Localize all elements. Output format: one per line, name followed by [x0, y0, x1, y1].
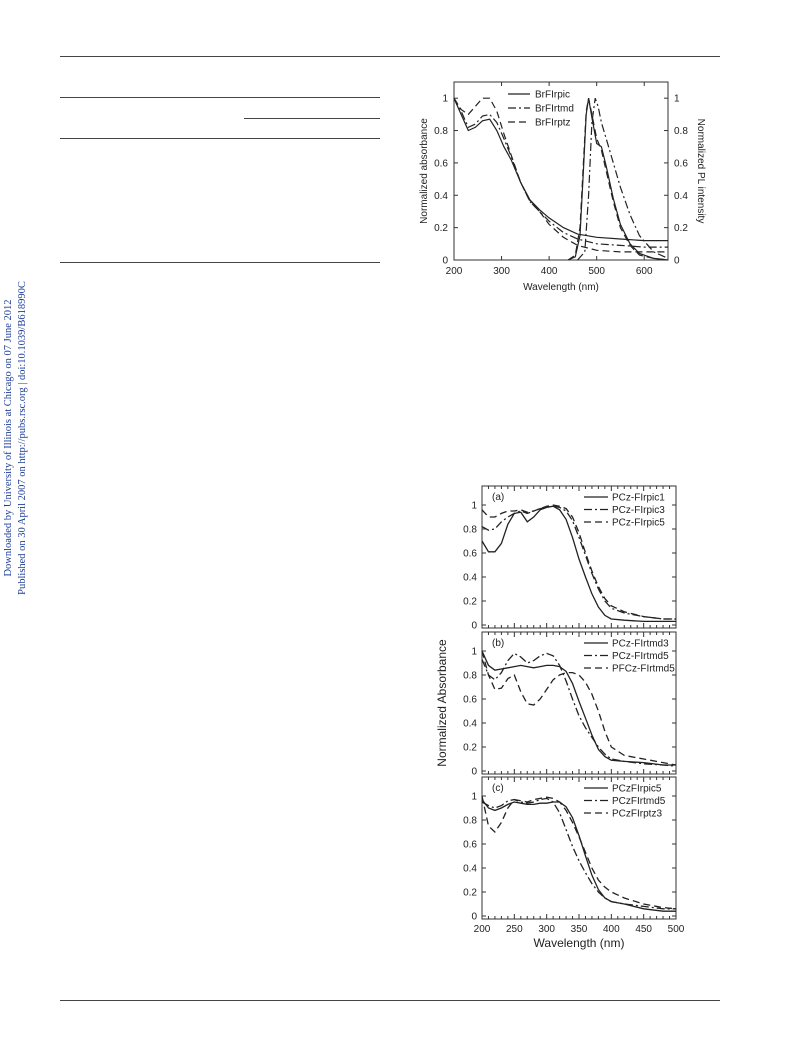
panel-label: (b): [492, 638, 504, 649]
series-line-absorption: [453, 97, 668, 253]
y-tick-label: 1: [471, 501, 477, 512]
y-tick-label: 0.4: [434, 191, 448, 202]
y-tick-label: 0.6: [434, 158, 448, 169]
panel-label: (c): [492, 783, 504, 794]
y-tick-label: 0.4: [463, 573, 477, 584]
series-line-emission: [567, 98, 669, 261]
x-tick-label: 450: [635, 924, 652, 935]
y-tick-label: 1: [471, 647, 477, 658]
download-notice: Downloaded by University of Illinois at …: [0, 270, 40, 610]
legend-label: PCz-FIrpic1: [612, 493, 665, 504]
x-tick-label: 200: [474, 924, 491, 935]
y-tick-label: 1: [442, 94, 448, 105]
y-tick-label: 0.8: [434, 126, 448, 137]
table-bottom-rule: [60, 262, 380, 263]
x-tick-label: 600: [636, 266, 653, 277]
legend-label: PCz-FIrpic5: [612, 518, 665, 529]
legend-label: PCz-FIrtmd3: [612, 639, 669, 650]
table-header-rule: [60, 138, 380, 139]
y-tick-label: 0.2: [463, 597, 477, 608]
panel-label: (a): [492, 492, 504, 503]
y-tick-label: 0.2: [463, 743, 477, 754]
legend-label: PCz-FIrtmd5: [612, 651, 669, 662]
y-tick-label: 0.6: [463, 840, 477, 851]
series-line: [481, 795, 677, 910]
y-tick-label: 1: [471, 792, 477, 803]
download-notice-line1[interactable]: Downloaded by University of Illinois at …: [3, 299, 14, 577]
legend-label: PCzFIrptz3: [612, 809, 662, 820]
x-tick-label: 300: [493, 266, 510, 277]
y2-tick-label: 1: [674, 94, 680, 105]
legend-label: PFCz-FIrtmd5: [612, 664, 675, 675]
x-tick-label: 350: [571, 924, 588, 935]
absorption-pl-chart: 200 300 400 500 600 0 0.2 0.4 0.6 0.8 1 0 0.2 0.4 0.6 0…: [419, 81, 706, 293]
legend-label: BrFIrpic: [535, 90, 570, 101]
y-tick-label: 0.4: [463, 864, 477, 875]
y2-tick-label: 0: [674, 256, 680, 267]
series-line: [481, 797, 676, 910]
series-line: [481, 652, 677, 767]
download-notice-line2[interactable]: Published on 30 April 2007 on http://pub…: [17, 281, 28, 595]
x-tick-label: 400: [541, 266, 558, 277]
y-tick-label: 0.8: [463, 816, 477, 827]
x-tick-label: 500: [668, 924, 685, 935]
table-top-rule: [60, 97, 380, 98]
series-line-emission: [577, 97, 669, 261]
y-tick-label: 0: [442, 256, 448, 267]
header-rule: [60, 56, 720, 57]
y-tick-label: 0.6: [463, 549, 477, 560]
series-line-emission: [567, 98, 669, 261]
x-tick-label: 500: [588, 266, 605, 277]
y-tick-label: 0.4: [463, 719, 477, 730]
y-tick-label: 0.2: [434, 223, 448, 234]
x-axis-label: Wavelength (nm): [534, 936, 625, 950]
y2-tick-label: 0.4: [674, 191, 688, 202]
y-axis-label: Normalized Absorbance: [435, 639, 449, 767]
y2-tick-label: 0.2: [674, 223, 688, 234]
y2-tick-label: 0.8: [674, 126, 688, 137]
x-tick-label: 300: [538, 924, 555, 935]
y-tick-label: 0.8: [463, 525, 477, 536]
y-tick-label: 0: [471, 767, 477, 778]
y-axis-label: Normalized absorbance: [419, 118, 430, 224]
y-tick-label: 0.2: [463, 888, 477, 899]
legend-label: BrFIrtmd: [535, 104, 574, 115]
legend-label: BrFIrptz: [535, 118, 571, 129]
x-tick-label: 400: [603, 924, 620, 935]
series-line: [481, 505, 676, 620]
series-line: [481, 504, 676, 620]
x-axis-label: Wavelength (nm): [523, 282, 599, 293]
series-line: [481, 505, 676, 623]
legend-label: PCzFIrtmd5: [612, 796, 666, 807]
y2-axis-label: Normalized PL intensity: [695, 119, 706, 224]
plot-frame: [453, 81, 669, 261]
legend-label: PCz-FIrpic3: [612, 505, 665, 516]
x-tick-label: 200: [446, 266, 463, 277]
series-line-absorption: [453, 97, 668, 248]
y-tick-label: 0: [471, 621, 477, 632]
footer-rule: [60, 1000, 720, 1001]
y-tick-label: 0.8: [463, 671, 477, 682]
table-sub-rule: [244, 118, 380, 119]
y-tick-label: 0.6: [463, 695, 477, 706]
y-tick-label: 0: [471, 912, 477, 923]
x-tick-label: 250: [506, 924, 523, 935]
series-line: [481, 650, 677, 766]
legend-label: PCzFIrpic5: [612, 784, 662, 795]
y2-tick-label: 0.6: [674, 158, 688, 169]
